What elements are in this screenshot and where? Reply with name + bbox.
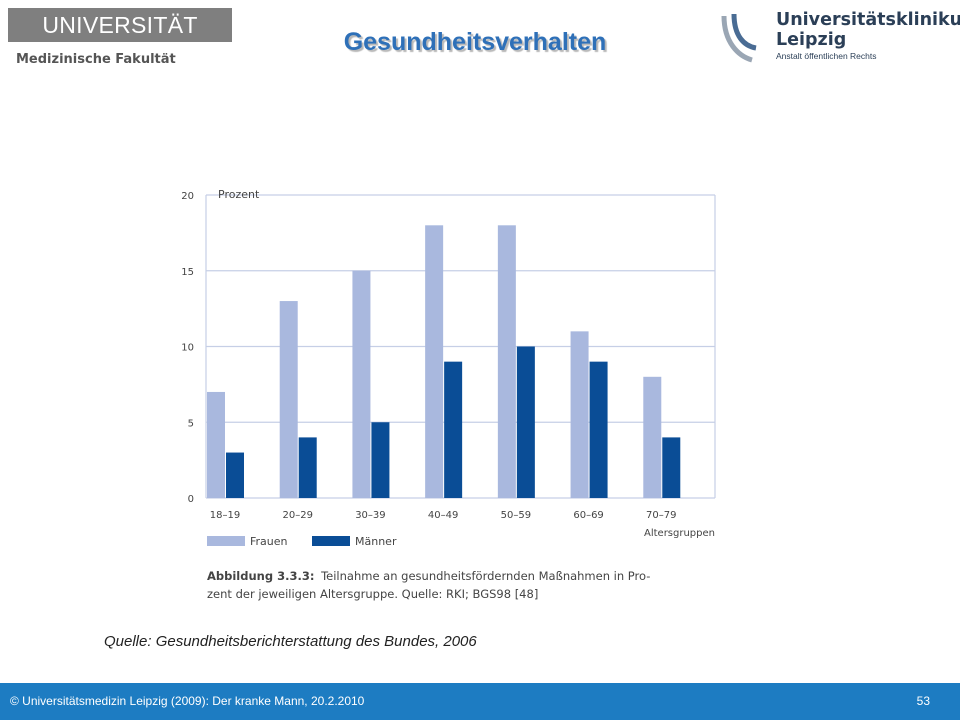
chart-xtick-label: 30–39 (355, 510, 385, 521)
chart-xlabel: Altersgruppen (644, 528, 715, 539)
chart-bar-frauen (207, 391, 225, 498)
university-logo: UNIVERSITÄT LEIPZIG (8, 8, 232, 72)
chart-caption-line1: Teilnahme an gesundheitsfördernden Maßna… (320, 569, 650, 583)
chart-xtick-label: 70–79 (646, 510, 676, 521)
chart-ytick-label: 15 (181, 267, 194, 278)
slide-title: Gesundheitsverhalten (343, 28, 607, 56)
chart-bar-frauen (497, 225, 516, 499)
chart-ytick-label: 20 (181, 191, 194, 202)
chart-bar-frauen (570, 331, 589, 498)
legend-swatch-männer (312, 536, 350, 546)
chart-bars (207, 225, 681, 499)
page-number: 53 (916, 694, 930, 708)
klinikum-name: Universitätsklinikum Leipzig (776, 10, 960, 50)
chart-bar-frauen (279, 301, 298, 498)
chart-xtick-label: 60–69 (573, 510, 603, 521)
chart-bar-frauen (643, 376, 662, 498)
chart-xtick-label: 50–59 (501, 510, 531, 521)
chart-legend: Frauen Männer (207, 535, 397, 548)
bar-chart: 0 5 10 15 20 18–19 20–29 30–39 40–49 50–59 60–69 70… (181, 188, 716, 601)
source-note: Quelle: Gesundheitsberichterstattung des… (104, 633, 477, 650)
chart-caption-line2: zent der jeweiligen Altersgruppe. Quelle… (207, 587, 538, 601)
chart-bar-männer (371, 422, 390, 498)
chart-bar-frauen (352, 270, 371, 498)
chart-xtick-label: 18–19 (210, 510, 240, 521)
klinikum-subtitle: Anstalt öffentlichen Rechts (776, 51, 877, 61)
chart-xtick-label: 20–29 (282, 510, 312, 521)
chart-caption-label: Abbildung 3.3.3: (207, 569, 314, 583)
chart-axis-ticks: 0 5 10 15 20 18–19 20–29 30–39 40–49 50–59 60–69 70… (181, 191, 676, 521)
chart-ytick-label: 5 (188, 418, 194, 429)
legend-label-männer: Männer (355, 535, 397, 548)
chart-caption: Abbildung 3.3.3: Teilnahme an gesundheit… (207, 569, 650, 583)
chart-ylabel: Prozent (218, 188, 260, 201)
chart-bar-männer (226, 452, 244, 498)
chart-bar-männer (516, 346, 535, 498)
klinikum-logo-icon (721, 13, 757, 63)
chart-xtick-label: 40–49 (428, 510, 458, 521)
chart-bar-frauen (425, 225, 444, 499)
chart-ytick-label: 0 (188, 494, 194, 505)
klinikum-name-line1: Universitätsklinikum (776, 10, 960, 30)
faculty-name: Medizinische Fakultät (16, 52, 176, 67)
chart-bar-männer (298, 437, 317, 498)
chart-ytick-label: 10 (181, 343, 194, 354)
chart-bar-männer (444, 361, 463, 498)
footer-text: © Universitätsmedizin Leipzig (2009): De… (10, 694, 365, 708)
legend-label-frauen: Frauen (250, 535, 288, 548)
footer-bar: © Universitätsmedizin Leipzig (2009): De… (0, 683, 960, 720)
legend-swatch-frauen (207, 536, 245, 546)
chart-bar-männer (589, 361, 608, 498)
chart-bar-männer (662, 437, 681, 498)
klinikum-name-line2: Leipzig (776, 30, 847, 50)
